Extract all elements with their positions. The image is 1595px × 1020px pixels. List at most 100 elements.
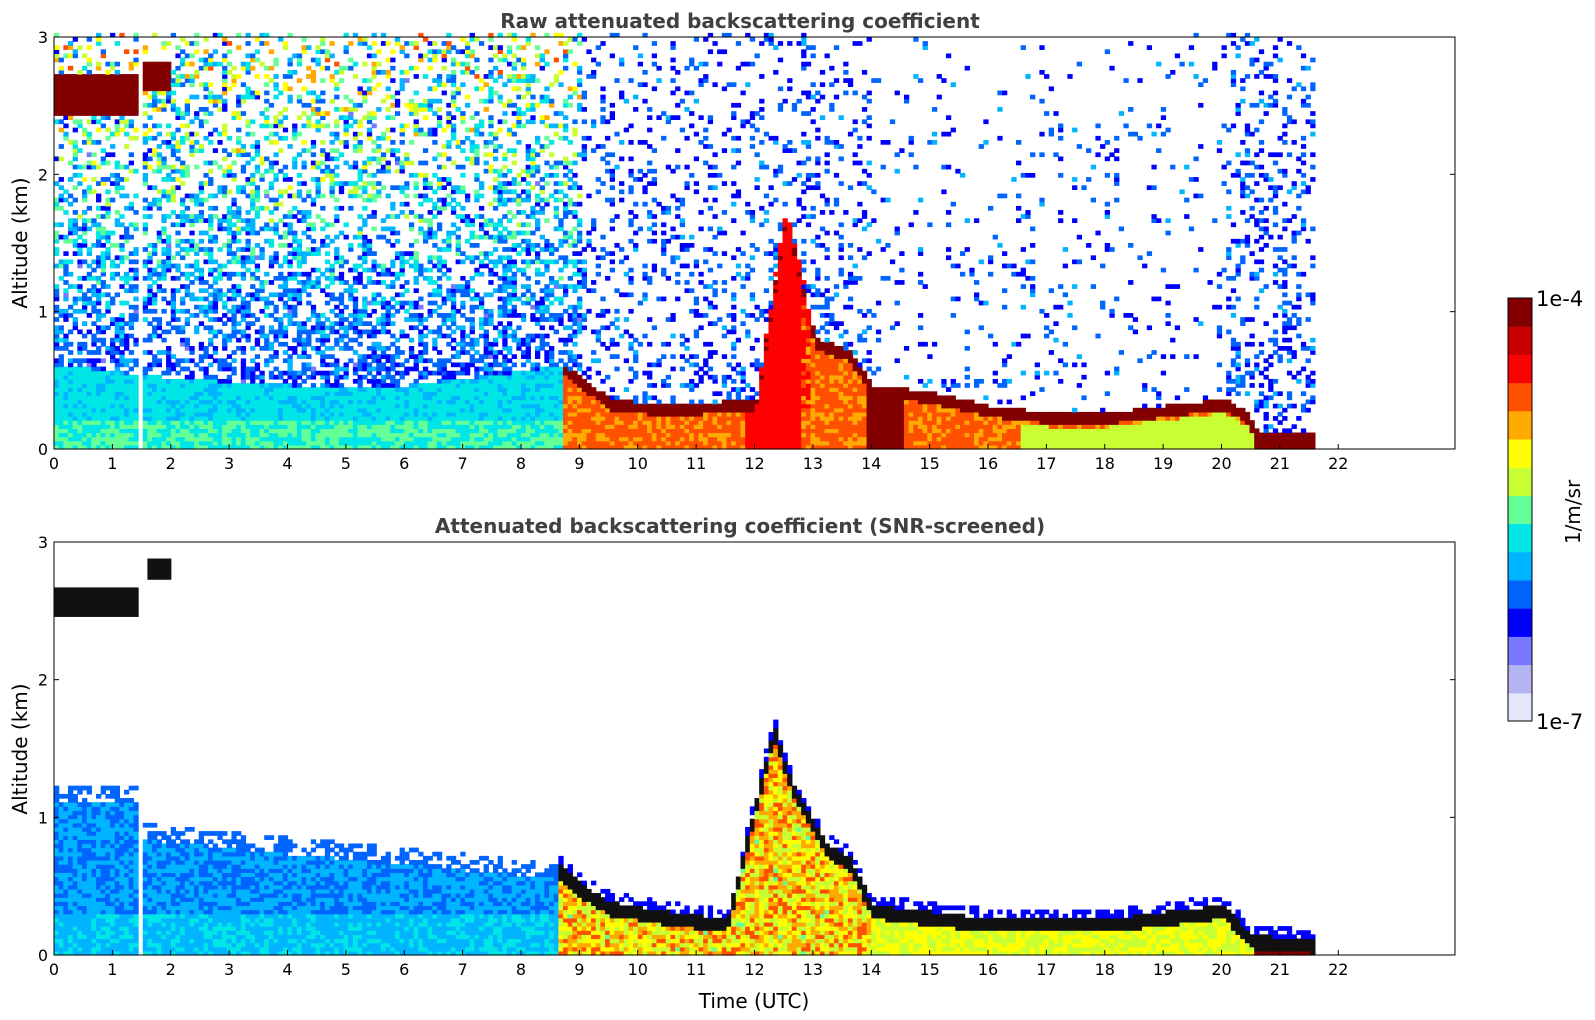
heatmap-cell	[59, 194, 64, 199]
heatmap-cell	[133, 342, 138, 347]
heatmap-cell	[152, 202, 157, 207]
heatmap-cell	[189, 222, 194, 227]
heatmap-cell	[77, 441, 82, 446]
heatmap-cell	[157, 395, 162, 400]
heatmap-cell	[147, 416, 152, 421]
heatmap-cell	[143, 156, 148, 161]
heatmap-cell	[255, 400, 260, 405]
heatmap-cell	[54, 99, 59, 104]
heatmap-cell	[87, 251, 92, 256]
heatmap-cell	[250, 408, 255, 413]
heatmap-cell	[194, 251, 199, 256]
heatmap-cell	[77, 251, 82, 256]
heatmap-cell	[73, 416, 78, 421]
heatmap-cell	[171, 222, 176, 227]
heatmap-cell	[245, 53, 250, 58]
heatmap-cell	[180, 49, 185, 54]
heatmap-cell	[115, 78, 120, 83]
heatmap-cell	[241, 152, 246, 157]
heatmap-cell	[166, 189, 171, 194]
heatmap-cell	[199, 66, 204, 71]
heatmap-cell	[199, 383, 204, 388]
heatmap-cell	[110, 103, 115, 108]
heatmap-cell	[157, 321, 162, 326]
heatmap-cell	[203, 82, 208, 87]
heatmap-cell	[147, 408, 152, 413]
heatmap-cell	[101, 292, 106, 297]
heatmap-cell	[208, 284, 213, 289]
heatmap-cell	[77, 379, 82, 384]
heatmap-cell	[54, 247, 59, 252]
heatmap-cell	[213, 408, 218, 413]
heatmap-cell	[222, 346, 227, 351]
heatmap-cell	[175, 107, 180, 112]
heatmap-cell	[213, 239, 218, 244]
heatmap-cell	[73, 78, 78, 83]
heatmap-cell	[115, 255, 120, 260]
heatmap-cell	[180, 165, 185, 170]
heatmap-cell	[63, 416, 68, 421]
heatmap-cell	[189, 264, 194, 269]
heatmap-cell	[115, 350, 120, 355]
heatmap-cell	[63, 338, 68, 343]
heatmap-cell	[250, 387, 255, 392]
heatmap-cell	[96, 99, 101, 104]
heatmap-cell	[147, 115, 152, 120]
heatmap-cell	[77, 82, 82, 87]
heatmap-cell	[87, 140, 92, 145]
heatmap-cell	[208, 391, 213, 396]
heatmap-cell	[185, 264, 190, 269]
heatmap-cell	[115, 400, 120, 405]
heatmap-cell	[199, 198, 204, 203]
heatmap-cell	[63, 400, 68, 405]
heatmap-cell	[101, 181, 106, 186]
heatmap-cell	[54, 82, 59, 87]
heatmap-cell	[161, 441, 166, 446]
heatmap-cell	[87, 272, 92, 277]
heatmap-cell	[208, 416, 213, 421]
heatmap-cell	[245, 371, 250, 376]
heatmap-cell	[133, 78, 138, 83]
heatmap-cell	[119, 354, 124, 359]
heatmap-cell	[129, 367, 134, 372]
heatmap-cell	[203, 86, 208, 91]
heatmap-cell	[129, 321, 134, 326]
heatmap-cell	[115, 412, 120, 417]
heatmap-cell	[161, 412, 166, 417]
heatmap-cell	[213, 317, 218, 322]
heatmap-cell	[250, 412, 255, 417]
heatmap-cell	[63, 404, 68, 409]
heatmap-cell	[171, 292, 176, 297]
heatmap-cell	[119, 78, 124, 83]
heatmap-cell	[208, 247, 213, 252]
heatmap-cell	[199, 148, 204, 153]
heatmap-cell	[180, 424, 185, 429]
heatmap-cell	[73, 218, 78, 223]
heatmap-cell	[87, 165, 92, 170]
heatmap-cell	[119, 441, 124, 446]
heatmap-cell	[96, 371, 101, 376]
heatmap-cell	[87, 437, 92, 442]
heatmap-cell	[245, 227, 250, 232]
heatmap-cell	[73, 210, 78, 215]
heatmap-cell	[77, 362, 82, 367]
heatmap-cell	[171, 408, 176, 413]
heatmap-cell	[54, 288, 59, 293]
heatmap-cell	[231, 297, 236, 302]
heatmap-cell	[152, 441, 157, 446]
heatmap-cell	[147, 185, 152, 190]
heatmap-cell	[87, 62, 92, 67]
heatmap-cell	[194, 437, 199, 442]
heatmap-cell	[241, 305, 246, 310]
heatmap-cell	[87, 119, 92, 124]
heatmap-cell	[236, 424, 241, 429]
heatmap-cell	[119, 379, 124, 384]
heatmap-cell	[101, 107, 106, 112]
heatmap-cell	[124, 408, 129, 413]
heatmap-cell	[189, 53, 194, 58]
heatmap-cell	[68, 437, 73, 442]
heatmap-cell	[68, 358, 73, 363]
heatmap-cell	[241, 317, 246, 322]
heatmap-cell	[119, 383, 124, 388]
heatmap-cell	[119, 177, 124, 182]
